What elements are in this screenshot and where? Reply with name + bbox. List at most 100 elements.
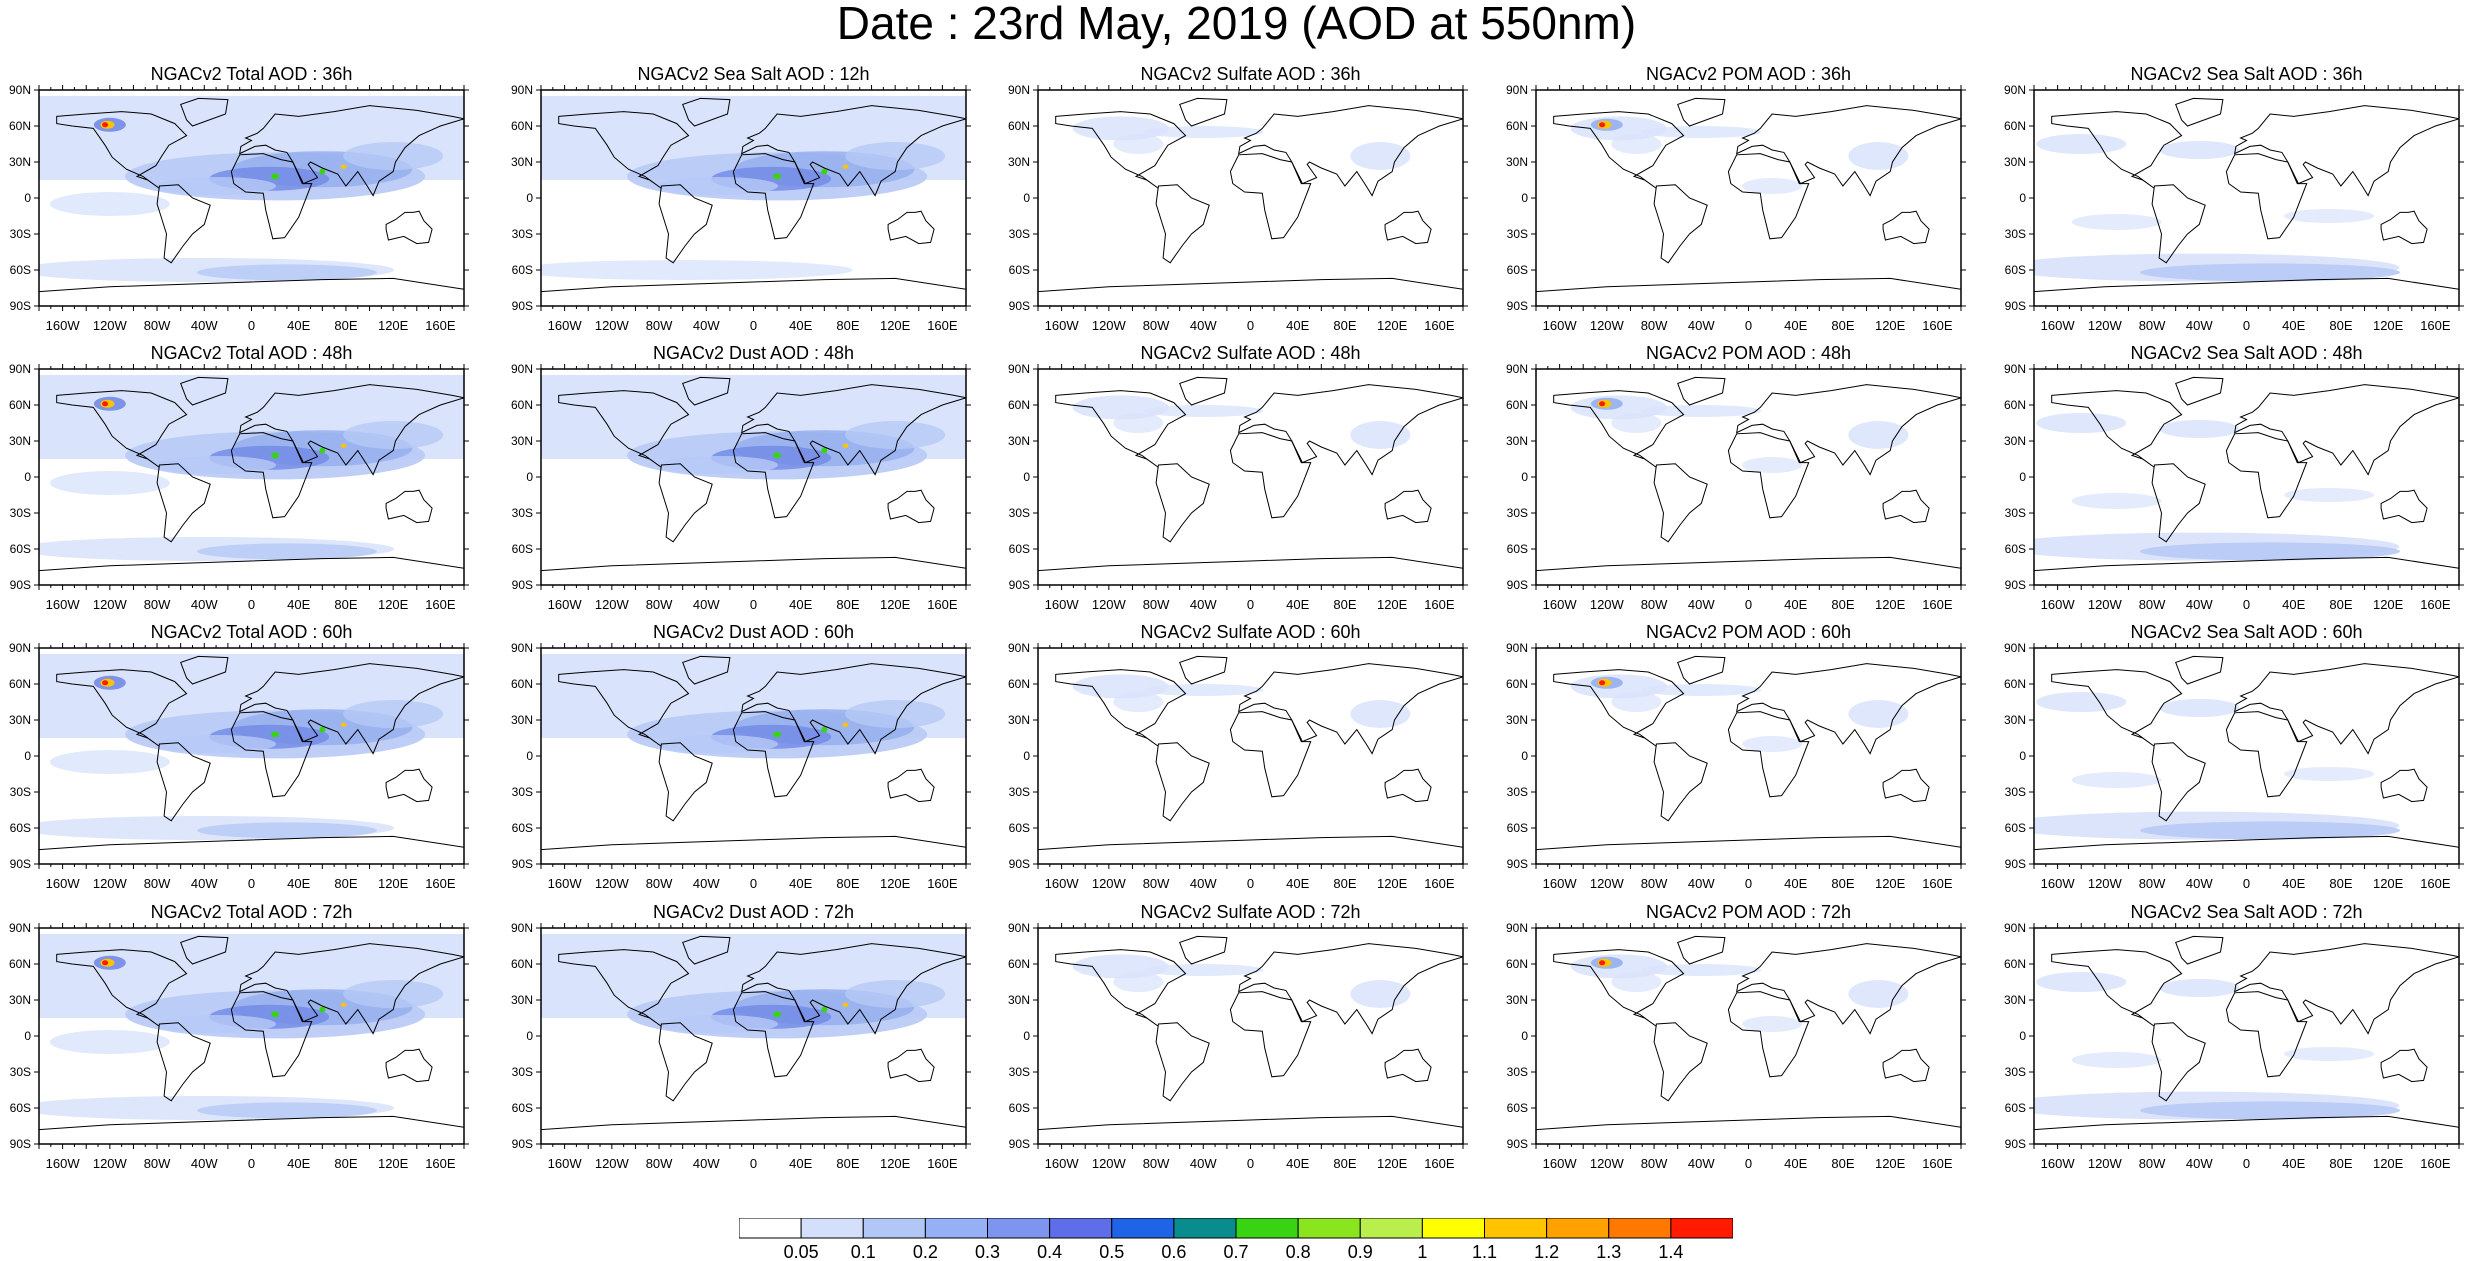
map-svg: 90N 60N 30N 0 30S 60S 90S 160W 120W 80W 40W 0 40E 80E… xyxy=(1506,921,1966,1171)
lon-label: 160W xyxy=(1045,1156,1080,1171)
lon-label: 120E xyxy=(1377,318,1408,333)
north-pacific-band xyxy=(2036,692,2127,712)
lon-label: 80E xyxy=(2329,597,2352,612)
lat-label: 0 xyxy=(2019,1029,2026,1043)
atlantic-plume xyxy=(156,177,277,195)
aod-field xyxy=(541,369,966,585)
coastline xyxy=(2034,556,2459,585)
lat-label: 30S xyxy=(1507,785,1528,799)
map-panel: NGACv2 Dust AOD : 60h 90N 60N 30N 0 30S 60S 90S… xyxy=(502,622,980,898)
lon-label: 120E xyxy=(378,1156,409,1171)
coastline xyxy=(2034,1115,2459,1144)
coastline xyxy=(1677,376,1726,406)
dust-hotspot xyxy=(319,726,326,733)
map-svg: 90N 60N 30N 0 30S 60S 90S 160W 120W 80W 40W 0 40E 80E… xyxy=(1008,83,1468,333)
lat-label: 90S xyxy=(1009,578,1030,592)
lon-label: 160W xyxy=(548,597,583,612)
panel-title: NGACv2 Sea Salt AOD : 60h xyxy=(2130,622,2363,642)
map-panel: NGACv2 Sea Salt AOD : 12h 90N 60N 30N 0 30S 60… xyxy=(502,64,980,340)
map-panel: NGACv2 POM AOD : 36h 90N 60N 30N 0 30S 60S 90S 1… xyxy=(1497,64,1975,340)
coastline xyxy=(1055,669,1187,747)
pacific-haze xyxy=(49,750,170,774)
coastline xyxy=(2234,384,2459,476)
lat-label: 30N xyxy=(511,993,533,1007)
lat-label: 60S xyxy=(1009,263,1030,277)
lon-label: 40E xyxy=(287,318,310,333)
lon-label: 120E xyxy=(880,876,911,891)
coastline xyxy=(230,432,313,519)
lon-label: 120E xyxy=(2373,597,2404,612)
lat-label: 0 xyxy=(1521,1029,1528,1043)
indian-ocean-band xyxy=(2284,767,2375,781)
lon-label: 120W xyxy=(595,318,630,333)
lon-label: 160E xyxy=(1922,597,1953,612)
coastline xyxy=(658,184,713,264)
aod-field xyxy=(39,648,464,864)
coastline xyxy=(230,991,313,1078)
lat-label: 0 xyxy=(1521,191,1528,205)
coastline xyxy=(2225,153,2308,240)
map-panel: NGACv2 Sulfate AOD : 48h 90N 60N 30N 0 30S 60S… xyxy=(999,343,1477,619)
colorbar-box xyxy=(800,1218,864,1239)
lat-label: 60S xyxy=(10,821,31,835)
colorbar-label: 0.6 xyxy=(1161,1242,1186,1261)
lat-label: 0 xyxy=(1521,749,1528,763)
coastline xyxy=(1238,663,1463,755)
coastline xyxy=(1677,935,1726,965)
colorbar-label: 0.2 xyxy=(913,1242,938,1261)
lon-label: 160W xyxy=(1543,1156,1578,1171)
lon-label: 160W xyxy=(1045,876,1080,891)
lon-label: 0 xyxy=(2243,318,2250,333)
lon-label: 80E xyxy=(836,597,859,612)
lon-label: 160E xyxy=(927,876,958,891)
lat-label: 90N xyxy=(511,641,533,655)
coastline xyxy=(2034,277,2459,306)
coastline xyxy=(56,669,188,747)
coastline xyxy=(1229,991,1312,1078)
asia-haze xyxy=(1350,421,1411,449)
dust-hotspot xyxy=(773,173,782,180)
coastline xyxy=(1727,153,1810,240)
coastline xyxy=(732,432,815,519)
lat-label: 90N xyxy=(9,362,31,376)
lon-label: 40E xyxy=(1784,318,1807,333)
lon-label: 0 xyxy=(1745,318,1752,333)
coastline xyxy=(2051,949,2183,1027)
lon-label: 40E xyxy=(287,1156,310,1171)
lon-label: 160E xyxy=(2420,876,2451,891)
lat-label: 90S xyxy=(512,578,533,592)
coastline xyxy=(1553,111,1685,189)
coastline xyxy=(239,384,464,476)
coastline xyxy=(239,943,464,1035)
lat-label: 0 xyxy=(1023,470,1030,484)
lon-label: 80E xyxy=(1333,1156,1356,1171)
coastline xyxy=(1155,1022,1210,1102)
coastline xyxy=(682,655,731,685)
lat-label: 90N xyxy=(511,362,533,376)
lon-label: 160E xyxy=(1424,597,1455,612)
map-svg: 90N 60N 30N 0 30S 60S 90S 160W 120W 80W 40W 0 40E 80E… xyxy=(2004,362,2464,612)
panel-title: NGACv2 Total AOD : 36h xyxy=(150,64,353,84)
coastline xyxy=(2380,210,2428,245)
lat-label: 30N xyxy=(1506,155,1528,169)
lat-label: 30N xyxy=(1506,713,1528,727)
fire-hotspot xyxy=(1599,960,1606,966)
colorbar-box xyxy=(1049,1218,1113,1239)
coastline xyxy=(1536,277,1961,306)
lon-label: 120W xyxy=(2088,876,2123,891)
atlantic-plume xyxy=(658,177,779,195)
colorbar-label: 0.8 xyxy=(1286,1242,1311,1261)
lat-label: 60N xyxy=(2004,957,2026,971)
dust-hotspot xyxy=(842,443,849,448)
colorbar-label: 1.4 xyxy=(1658,1242,1683,1261)
coastline xyxy=(180,935,229,965)
lat-label: 90N xyxy=(2004,362,2026,376)
coastline xyxy=(682,97,731,127)
north-atlantic-band xyxy=(2159,420,2240,438)
atlantic-plume xyxy=(658,456,779,474)
coastline xyxy=(1384,489,1432,524)
map-svg: 90N 60N 30N 0 30S 60S 90S 160W 120W 80W 40W 0 40E 80E… xyxy=(1506,83,1966,333)
atlantic-plume xyxy=(658,735,779,753)
coastline xyxy=(1179,655,1228,685)
lat-label: 60S xyxy=(1507,542,1528,556)
